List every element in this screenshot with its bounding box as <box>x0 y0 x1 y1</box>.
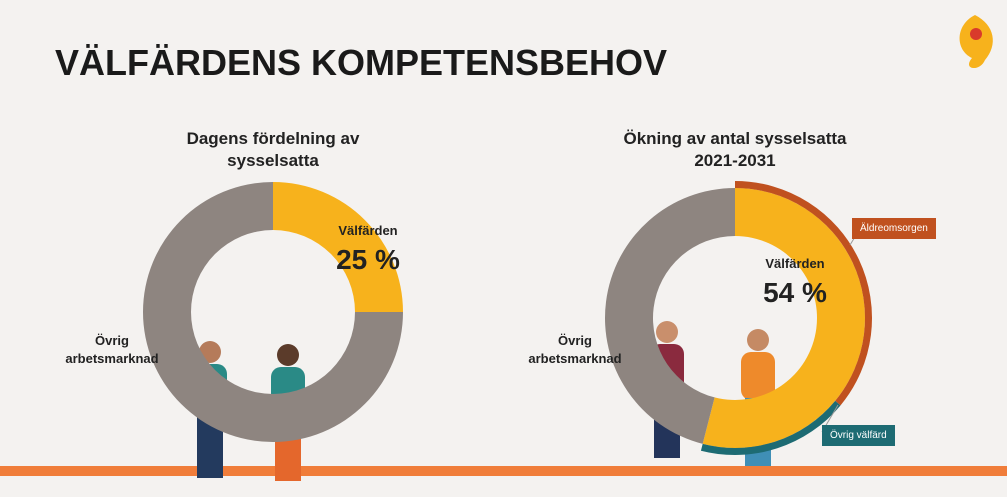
value-label: 54 % <box>763 277 827 308</box>
person-head <box>277 344 299 366</box>
bottom-bar <box>0 466 1007 476</box>
donut-segment <box>143 182 403 442</box>
donut-segment <box>702 188 865 448</box>
category-label: Välfärden <box>765 256 825 271</box>
category-label: Övrig arbetsmarknad <box>528 333 622 366</box>
person-head <box>747 329 769 351</box>
chart-title: Ökning av antal sysselsatta 2021-2031 <box>623 129 847 170</box>
chart-title: Dagens fördelning av sysselsatta <box>186 129 360 170</box>
category-label: Välfärden <box>338 223 398 238</box>
logo <box>959 15 993 69</box>
slide-title: VÄLFÄRDENS KOMPETENSBEHOV <box>55 42 668 83</box>
category-label: Övrig arbetsmarknad <box>65 333 159 366</box>
breakdown-label: Äldreomsorgen <box>852 218 936 239</box>
donut-segment <box>605 188 735 444</box>
breakdown-segment <box>735 181 872 406</box>
value-label: 25 % <box>336 244 400 275</box>
breakdown-segment <box>700 400 841 455</box>
donut-segment <box>273 182 403 312</box>
person-head <box>656 321 678 343</box>
person-body <box>741 352 775 400</box>
breakdown-label: Övrig välfärd <box>822 425 895 446</box>
